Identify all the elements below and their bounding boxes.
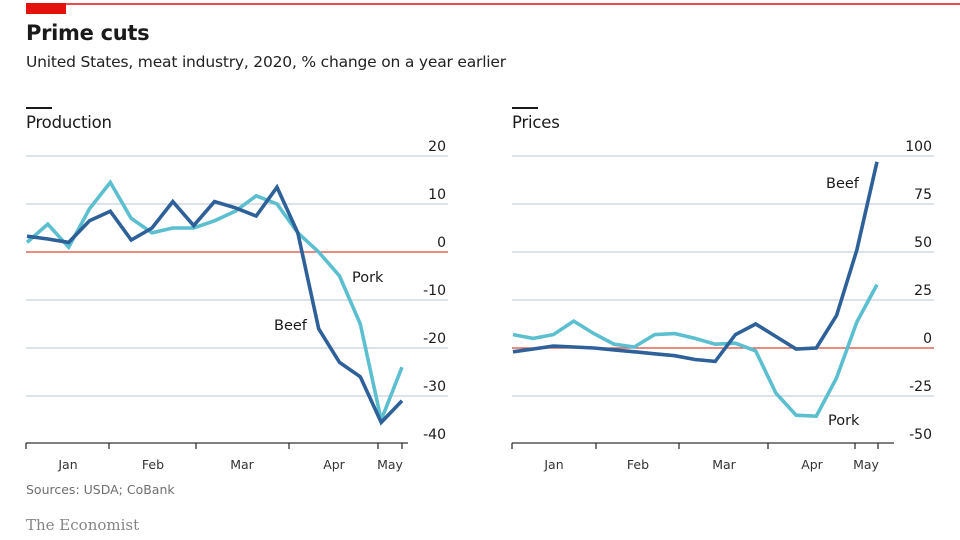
beef-series-label: Beef (274, 318, 308, 334)
production-title-bar (26, 107, 52, 109)
production-panel-title: Production (26, 113, 112, 132)
pork-series-label: Pork (352, 270, 384, 286)
x-tick-label: Mar (712, 457, 736, 472)
y-tick-label: 50 (914, 235, 932, 251)
economist-logo: The Economist (26, 516, 140, 534)
x-tick-label: May (377, 457, 403, 472)
y-tick-label: 0 (923, 331, 932, 347)
sources-note: Sources: USDA; CoBank (26, 482, 175, 497)
x-tick-label: May (853, 457, 879, 472)
beef-series-line (26, 183, 404, 426)
beef-series-label: Beef (826, 176, 860, 192)
y-tick-label: 75 (914, 187, 932, 203)
y-tick-label: 10 (428, 187, 446, 203)
prices-chart: 100 75 50 25 0 -25 -50 Jan Feb Mar Apr May Pork Beef (511, 139, 934, 472)
prices-title-bar (512, 107, 538, 109)
y-tick-label: -40 (423, 427, 446, 443)
y-tick-label: 0 (437, 235, 446, 251)
y-tick-label: 20 (428, 139, 446, 155)
chart-subtitle: United States, meat industry, 2020, % ch… (26, 53, 506, 71)
y-tick-label: 25 (914, 283, 932, 299)
pork-series-line (512, 283, 879, 419)
x-tick-label: Feb (627, 457, 649, 472)
x-tick-label: Apr (801, 457, 823, 472)
x-tick-label: Feb (142, 457, 164, 472)
x-tick-label: Jan (57, 457, 77, 472)
y-tick-label: -20 (423, 331, 446, 347)
pork-series-label: Pork (828, 413, 860, 429)
x-tick-label: Apr (323, 457, 345, 472)
chart-title: Prime cuts (26, 21, 150, 45)
top-rule (26, 3, 960, 5)
beef-series-line (512, 161, 879, 364)
x-tick-label: Mar (230, 457, 254, 472)
prices-panel-title: Prices (512, 113, 560, 132)
y-tick-label: -30 (423, 379, 446, 395)
production-chart: 20 10 0 -10 -20 -30 -40 Jan Feb Mar Apr May Pork Beef (25, 139, 448, 472)
y-tick-label: -50 (909, 427, 932, 443)
y-tick-label: -25 (909, 379, 932, 395)
pork-series-line (25, 179, 404, 427)
x-tick-label: Jan (543, 457, 563, 472)
economist-red-tag (26, 3, 66, 14)
y-tick-label: -10 (423, 283, 446, 299)
y-tick-label: 100 (905, 139, 932, 155)
